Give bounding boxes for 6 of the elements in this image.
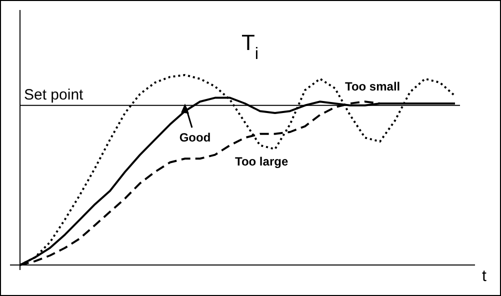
chart-title: T$_{i}$ (241, 30, 259, 63)
series-label: Too small (345, 79, 400, 94)
series-label: Too large (235, 154, 288, 168)
x-axis-title: t (482, 268, 487, 285)
legend-label: Good (179, 130, 211, 145)
ref-line-label: Set point (24, 86, 84, 104)
